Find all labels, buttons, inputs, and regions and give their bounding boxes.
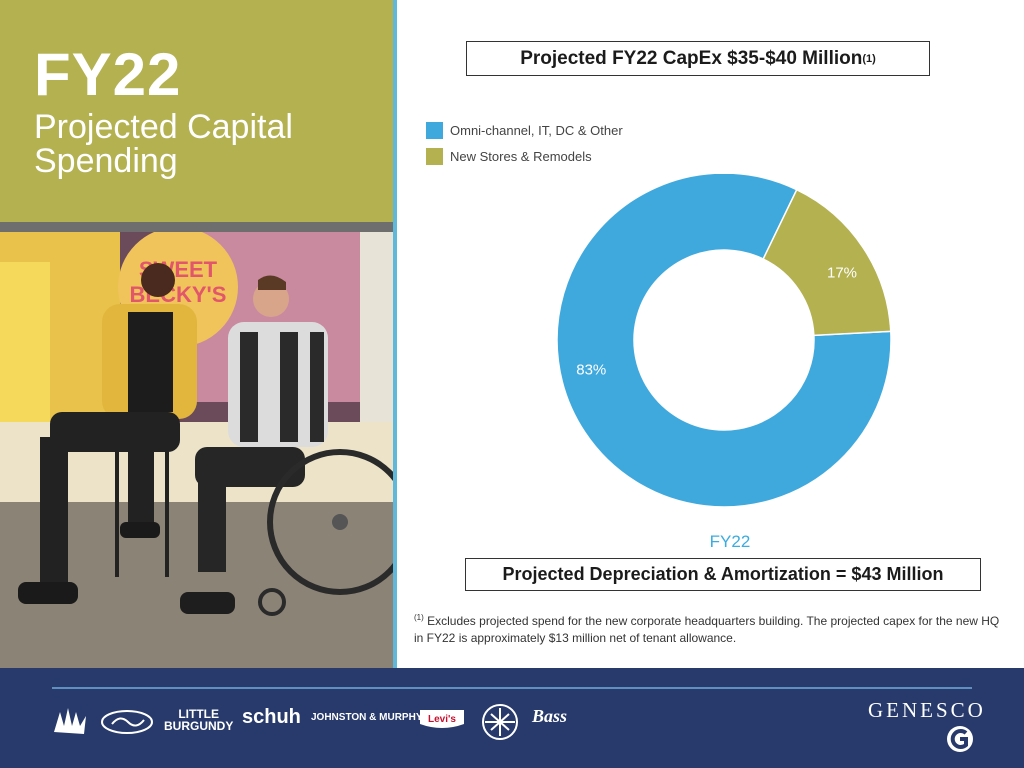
da-headline-box: Projected Depreciation & Amortization = … — [465, 558, 981, 591]
wheelchair-wheel — [267, 449, 393, 595]
legend-swatch-omni — [426, 121, 443, 139]
little-burgundy-logo: LITTLE BURGUNDY — [164, 708, 233, 732]
chart-legend: Omni-channel, IT, DC & Other New Stores … — [426, 117, 623, 169]
legend-item-new-stores: New Stores & Remodels — [426, 143, 623, 169]
photo-illustration: SWEET BECKY'S — [0, 232, 393, 668]
journeys-kidz-logo-icon — [101, 710, 153, 734]
schuh-logo: schuh — [242, 706, 301, 728]
bass-logo: Bass — [532, 706, 568, 726]
dockers-logo-icon — [482, 704, 518, 740]
donut-slice-omni — [556, 174, 892, 508]
little-burgundy-line2: BURGUNDY — [164, 719, 234, 733]
johnston-murphy-logo: JOHNSTON & MURPHY. — [311, 712, 425, 723]
donut-label-new-stores: 17% — [827, 264, 857, 281]
levis-logo-icon: Levi's — [420, 710, 464, 728]
capex-footnote-marker: (1) — [862, 52, 876, 65]
legend-swatch-new-stores — [426, 147, 443, 165]
donut-label-omni: 83% — [576, 362, 606, 379]
title-panel: FY22 Projected Capital Spending — [0, 0, 393, 222]
genesco-wordmark: GENESCO — [868, 698, 986, 722]
capex-donut-chart: 83% 17% — [556, 174, 892, 508]
journeys-logo-icon — [54, 708, 86, 734]
little-burgundy-line1: LITTLE — [178, 707, 219, 721]
person-one — [141, 263, 175, 297]
capex-headline-text: Projected FY22 CapEx $35-$40 Million — [520, 47, 863, 69]
genesco-g-icon — [947, 726, 973, 752]
gray-band — [0, 222, 393, 232]
footer-rule — [52, 687, 972, 689]
footnote-marker: (1) — [414, 613, 424, 622]
svg-text:Levi's: Levi's — [428, 714, 456, 725]
legend-label-omni: Omni-channel, IT, DC & Other — [450, 122, 623, 138]
lifestyle-photo: SWEET BECKY'S — [0, 232, 393, 668]
footer-bar: LITTLE BURGUNDY schuh JOHNSTON & MURPHY.… — [0, 668, 1024, 768]
title-main: FY22 — [34, 41, 182, 108]
footnote-text: Excludes projected spend for the new cor… — [414, 614, 1000, 645]
chart-category-label: FY22 — [709, 532, 751, 551]
capex-headline-box: Projected FY22 CapEx $35-$40 Million (1) — [466, 41, 930, 76]
legend-label-new-stores: New Stores & Remodels — [450, 148, 592, 164]
donut-slice-new-stores — [762, 188, 892, 337]
legend-item-omni: Omni-channel, IT, DC & Other — [426, 117, 623, 143]
title-subtitle: Projected Capital Spending — [34, 108, 293, 180]
vertical-divider — [393, 0, 397, 668]
footnote: (1) Excludes projected spend for the new… — [414, 609, 1004, 647]
da-headline-text: Projected Depreciation & Amortization = … — [502, 564, 944, 584]
